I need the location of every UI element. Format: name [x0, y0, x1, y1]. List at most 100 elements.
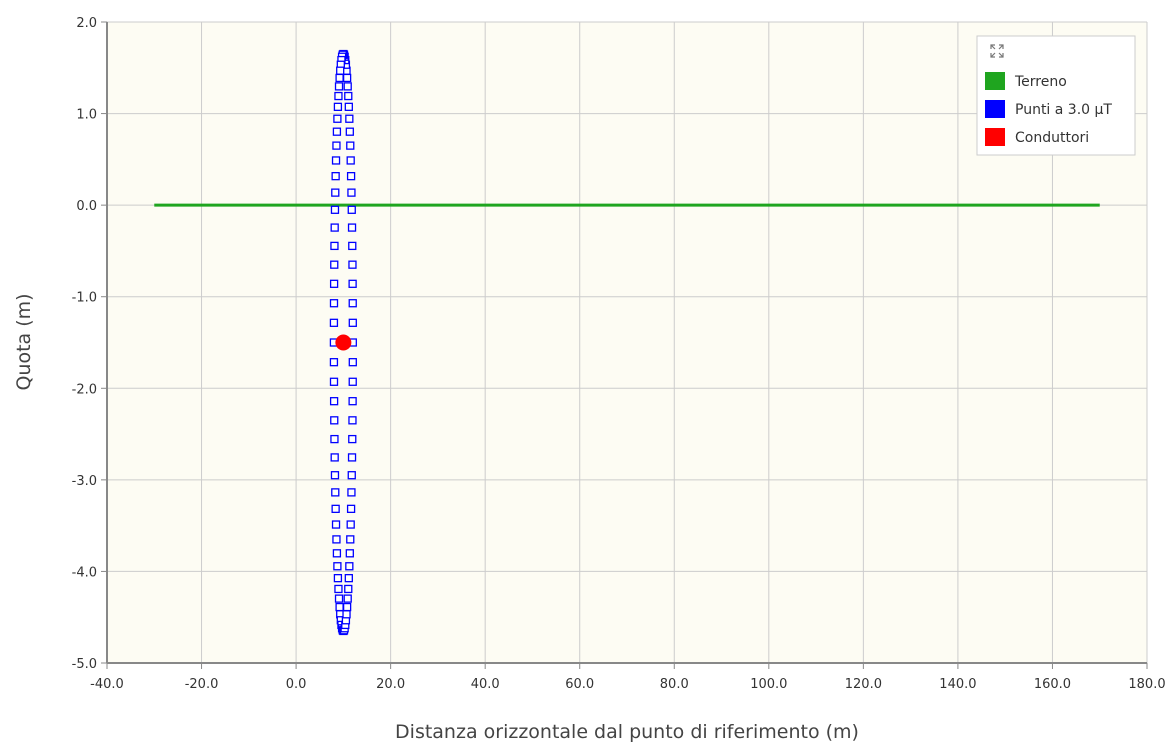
- legend-swatch: [985, 128, 1005, 146]
- punti-marker: [330, 260, 339, 269]
- x-tick-label: 140.0: [939, 677, 976, 692]
- punti-marker: [330, 416, 339, 425]
- punti-marker: [348, 377, 357, 386]
- punti-marker: [348, 299, 357, 308]
- punti-marker: [345, 127, 354, 136]
- punti-marker: [332, 127, 342, 136]
- punti-marker: [346, 504, 356, 513]
- punti-marker: [334, 82, 344, 91]
- punti-marker: [348, 358, 357, 367]
- punti-marker: [332, 549, 342, 558]
- punti-marker: [342, 73, 352, 83]
- punti-marker: [333, 102, 343, 111]
- punti-marker: [346, 141, 355, 150]
- punti-marker: [330, 205, 340, 214]
- punti-marker: [348, 260, 357, 269]
- punti-marker: [342, 602, 352, 612]
- punti-marker: [346, 172, 356, 181]
- conduttore-point: [335, 334, 352, 351]
- punti-marker: [334, 594, 344, 603]
- punti-marker: [347, 223, 357, 232]
- y-axis-title: Quota (m): [13, 293, 35, 390]
- y-tick-label: -5.0: [72, 657, 97, 672]
- punti-marker: [344, 584, 353, 594]
- x-tick-label: 160.0: [1034, 677, 1071, 692]
- punti-marker: [343, 82, 352, 91]
- punti-marker: [333, 574, 343, 583]
- punti-marker: [346, 535, 355, 544]
- legend-swatch: [985, 100, 1005, 118]
- punti-marker: [335, 73, 344, 83]
- punti-marker: [330, 434, 339, 444]
- punti-marker: [334, 584, 343, 594]
- punti-marker: [344, 574, 353, 583]
- expand-icon[interactable]: [990, 44, 1004, 58]
- y-tick-label: -3.0: [72, 474, 97, 489]
- punti-marker: [329, 318, 339, 327]
- punti-marker: [329, 279, 339, 288]
- punti-marker: [329, 377, 339, 386]
- punti-marker: [346, 520, 355, 529]
- x-tick-label: 40.0: [471, 677, 500, 692]
- punti-marker: [331, 504, 340, 513]
- punti-marker: [348, 434, 357, 444]
- punti-marker: [347, 205, 356, 214]
- punti-marker: [347, 488, 356, 497]
- series-punti-markers: [329, 49, 357, 636]
- x-axis-title: Distanza orizzontale dal punto di riferi…: [395, 721, 859, 743]
- punti-marker: [329, 358, 339, 367]
- ticks: -40.0 -20.0 0.0 20.0 40.0 60.0 80.0 100.0 120.0 1…: [72, 16, 1166, 692]
- plot-background: [107, 22, 1147, 663]
- punti-marker: [344, 102, 353, 111]
- legend-label: Punti a 3.0 µT: [1015, 102, 1112, 118]
- punti-marker: [332, 535, 341, 544]
- x-tick-label: 20.0: [376, 677, 405, 692]
- y-tick-label: 2.0: [76, 16, 97, 31]
- legend-label: Terreno: [1014, 74, 1067, 90]
- punti-marker: [344, 91, 353, 101]
- x-tick-label: 120.0: [845, 677, 882, 692]
- y-tick-label: -2.0: [72, 382, 97, 397]
- x-tick-label: 60.0: [565, 677, 594, 692]
- punti-marker: [334, 91, 343, 101]
- punti-marker: [330, 453, 339, 462]
- punti-marker: [345, 562, 354, 571]
- punti-marker: [336, 66, 345, 75]
- punti-marker: [331, 156, 341, 165]
- y-tick-label: -4.0: [72, 565, 97, 580]
- punti-marker: [348, 241, 357, 251]
- punti-marker: [348, 397, 357, 406]
- punti-marker: [348, 416, 357, 425]
- legend-items: Terreno Punti a 3.0 µT Conduttori: [985, 72, 1112, 146]
- punti-marker: [333, 562, 342, 571]
- x-tick-label: 0.0: [286, 677, 307, 692]
- punti-marker: [330, 241, 339, 251]
- punti-marker: [345, 549, 354, 558]
- punti-marker: [329, 299, 339, 308]
- punti-marker: [343, 594, 352, 603]
- legend-label: Conduttori: [1015, 130, 1089, 146]
- y-tick-label: 1.0: [76, 108, 97, 123]
- punti-marker: [331, 488, 340, 497]
- punti-marker: [347, 453, 357, 462]
- y-tick-label: -1.0: [72, 291, 97, 306]
- punti-marker: [330, 471, 340, 480]
- punti-marker: [333, 114, 342, 123]
- x-tick-label: -20.0: [185, 677, 219, 692]
- x-tick-label: 100.0: [750, 677, 787, 692]
- punti-marker: [330, 223, 339, 232]
- series-layer: [154, 49, 1100, 636]
- punti-marker: [345, 114, 354, 123]
- punti-marker: [342, 610, 351, 619]
- x-tick-label: 180.0: [1128, 677, 1165, 692]
- x-tick-label: -40.0: [90, 677, 124, 692]
- punti-marker: [347, 188, 356, 197]
- legend-swatch: [985, 72, 1005, 90]
- punti-marker: [348, 318, 357, 327]
- legend: Terreno Punti a 3.0 µT Conduttori: [976, 35, 1136, 156]
- punti-marker: [332, 141, 341, 150]
- punti-marker: [329, 397, 339, 406]
- punti-marker: [331, 520, 341, 529]
- punti-marker: [335, 602, 344, 612]
